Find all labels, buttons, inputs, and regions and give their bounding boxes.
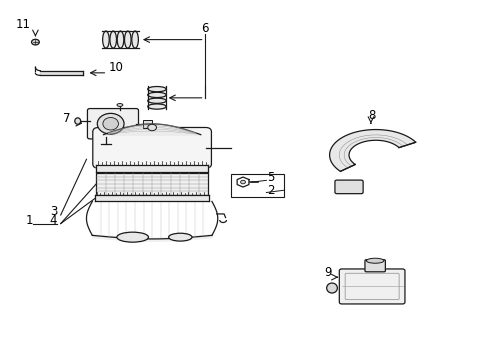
Ellipse shape bbox=[102, 31, 109, 48]
Ellipse shape bbox=[132, 31, 138, 48]
FancyBboxPatch shape bbox=[339, 269, 404, 304]
Ellipse shape bbox=[117, 31, 123, 48]
Ellipse shape bbox=[31, 39, 39, 45]
Text: 7: 7 bbox=[63, 112, 71, 125]
Text: 3: 3 bbox=[50, 205, 57, 218]
Ellipse shape bbox=[147, 124, 156, 131]
Text: 5: 5 bbox=[267, 171, 274, 184]
Ellipse shape bbox=[102, 117, 118, 130]
Text: 1: 1 bbox=[25, 213, 33, 226]
Bar bbox=[230, 174, 284, 197]
Text: 2: 2 bbox=[267, 184, 274, 197]
Ellipse shape bbox=[124, 31, 131, 48]
Ellipse shape bbox=[117, 232, 148, 242]
Text: 11: 11 bbox=[16, 18, 31, 31]
FancyBboxPatch shape bbox=[87, 109, 138, 139]
Ellipse shape bbox=[366, 258, 383, 263]
Bar bbox=[96, 173, 207, 195]
Ellipse shape bbox=[147, 98, 166, 103]
Ellipse shape bbox=[97, 113, 124, 134]
Text: 10: 10 bbox=[108, 61, 123, 74]
Ellipse shape bbox=[117, 104, 122, 107]
Ellipse shape bbox=[326, 283, 337, 293]
Ellipse shape bbox=[75, 118, 81, 124]
FancyBboxPatch shape bbox=[334, 180, 363, 194]
Ellipse shape bbox=[240, 180, 245, 184]
Text: 6: 6 bbox=[201, 22, 208, 35]
Text: 8: 8 bbox=[367, 109, 375, 122]
FancyBboxPatch shape bbox=[93, 127, 211, 168]
Polygon shape bbox=[329, 130, 415, 171]
Text: 9: 9 bbox=[324, 266, 331, 279]
Ellipse shape bbox=[110, 31, 116, 48]
FancyBboxPatch shape bbox=[364, 260, 385, 272]
Bar bbox=[143, 120, 152, 128]
Ellipse shape bbox=[147, 104, 166, 109]
Ellipse shape bbox=[147, 92, 166, 98]
Ellipse shape bbox=[147, 86, 166, 92]
Ellipse shape bbox=[168, 233, 192, 241]
Text: 4: 4 bbox=[50, 213, 57, 226]
